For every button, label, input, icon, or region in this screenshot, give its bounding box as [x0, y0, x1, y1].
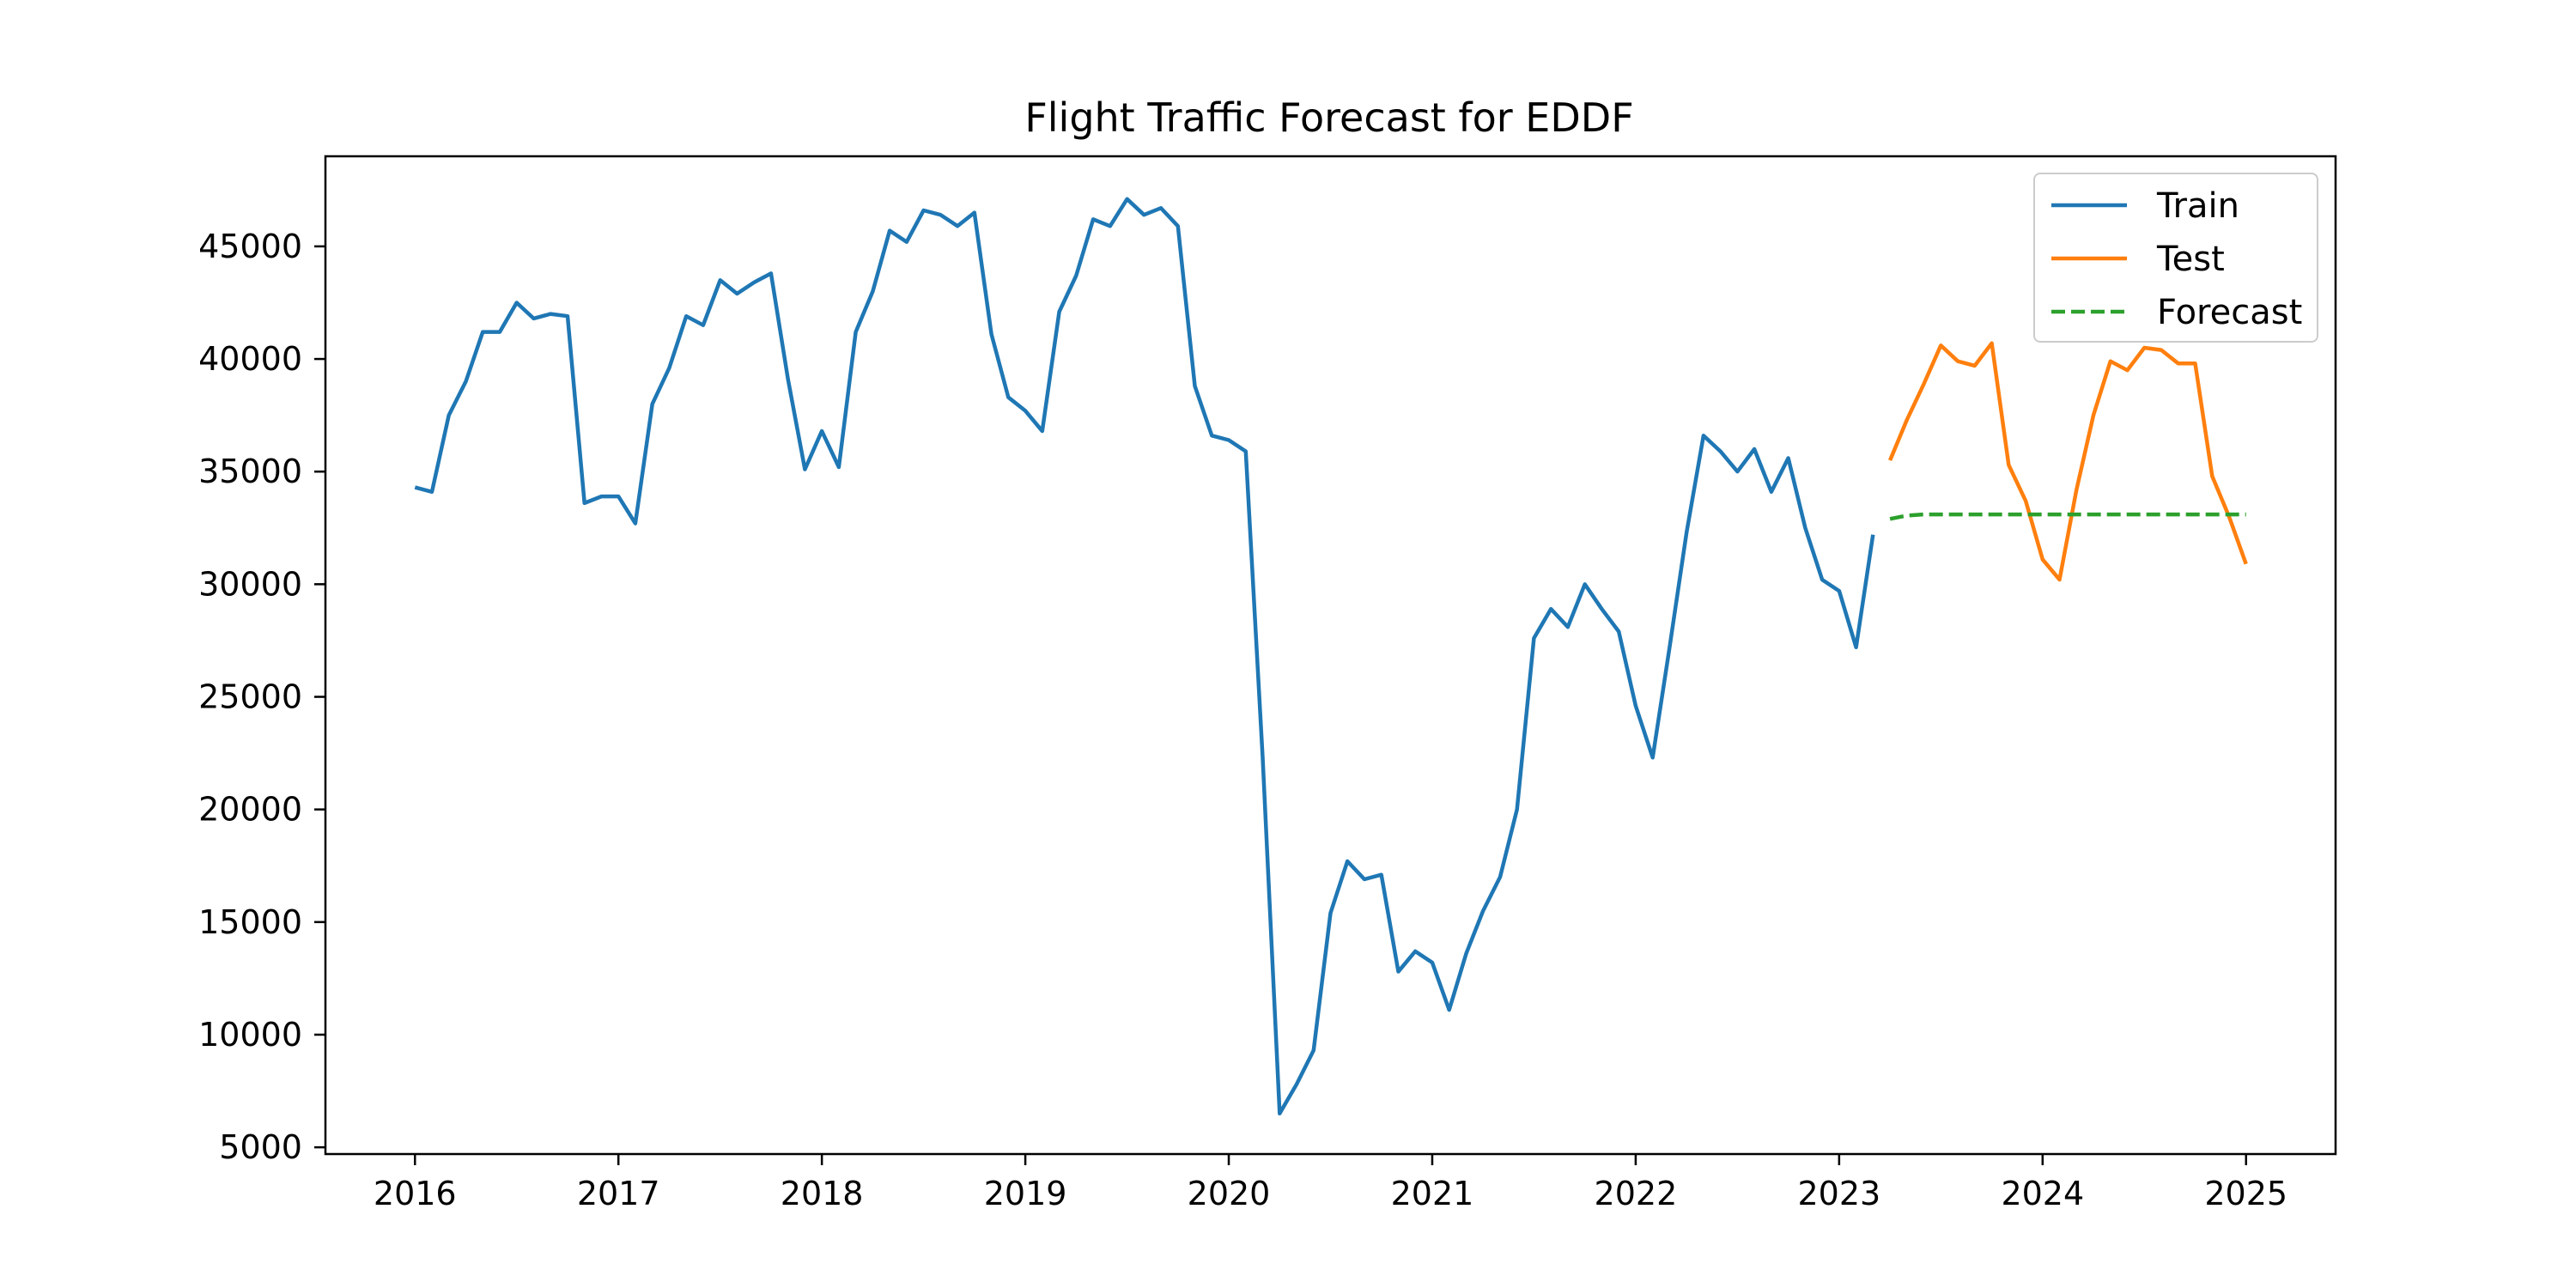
x-tick-label: 2019 [984, 1175, 1067, 1212]
x-tick-label: 2022 [1595, 1175, 1678, 1212]
x-tick-label: 2024 [2001, 1175, 2084, 1212]
y-tick-label: 25000 [198, 678, 302, 716]
x-tick-label: 2018 [781, 1175, 864, 1212]
series-line-forecast [1889, 512, 2246, 521]
x-tick-label: 2020 [1188, 1175, 1271, 1212]
y-axis: 5000 10000 15000 20000 25000 30000 35000 40000 4… [198, 228, 325, 1166]
series-line-train [414, 197, 1875, 1116]
series-layer [414, 197, 2248, 1116]
y-tick-label: 35000 [198, 453, 302, 490]
y-tick-label: 10000 [198, 1016, 302, 1054]
x-tick-label: 2025 [2204, 1175, 2287, 1212]
plot-frame [324, 155, 2337, 1156]
x-tick-label: 2023 [1797, 1175, 1880, 1212]
y-tick-label: 40000 [198, 340, 302, 378]
x-tick-label: 2016 [374, 1175, 457, 1212]
chart-title: Flight Traffic Forecast for EDDF [1024, 94, 1633, 141]
legend-label-forecast: Forecast [2157, 293, 2302, 332]
series-line-test [1888, 341, 2248, 582]
y-tick-label: 15000 [198, 903, 302, 941]
x-tick-label: 2017 [577, 1175, 660, 1212]
legend-label-test: Test [2156, 240, 2225, 279]
x-axis: 2016 2017 2018 2019 2020 2021 2022 2023 2024 2025 [374, 1154, 2287, 1212]
legend-box [2033, 173, 2318, 343]
legend-label-train: Train [2156, 186, 2239, 226]
x-tick-label: 2021 [1391, 1175, 1474, 1212]
y-tick-label: 5000 [219, 1128, 302, 1166]
legend: Train Test Forecast [2033, 173, 2318, 343]
y-tick-label: 30000 [198, 565, 302, 603]
y-tick-label: 45000 [198, 228, 302, 265]
y-tick-label: 20000 [198, 791, 302, 829]
